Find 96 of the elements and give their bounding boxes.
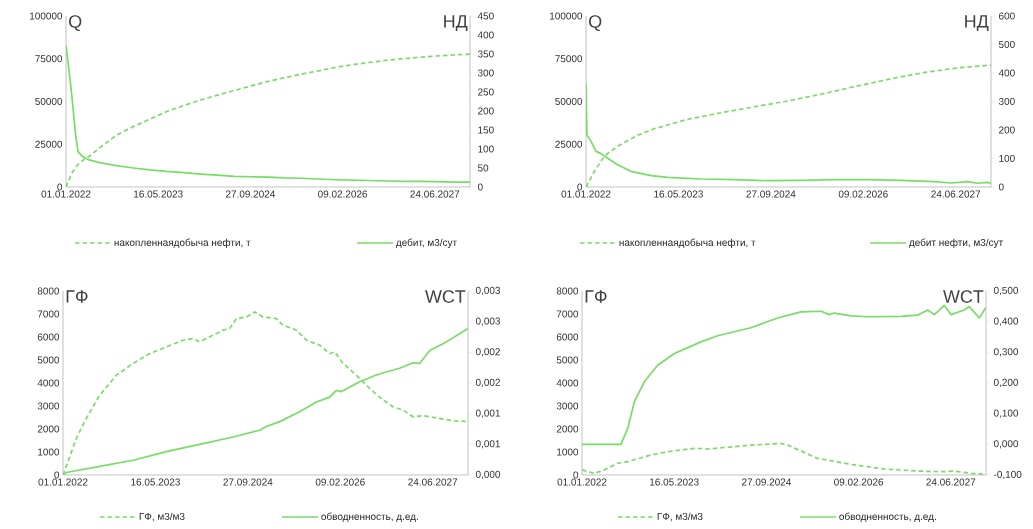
y-tick-label: 4000 bbox=[556, 379, 579, 387]
y2-tick-label: 0,000 bbox=[475, 470, 501, 480]
legend-label: обводненность, д.ед. bbox=[321, 512, 418, 522]
x-tick-label: 01.01.2022 bbox=[38, 478, 88, 486]
y-tick-label: 3000 bbox=[37, 402, 60, 410]
x-tick-label: 09.02.2026 bbox=[838, 190, 888, 198]
y2-tick-label: 0,100 bbox=[993, 409, 1019, 418]
y2-tick-label: 0,000 bbox=[993, 440, 1019, 449]
x-tick-label: 27.09.2024 bbox=[223, 478, 273, 486]
y-tick-label: 7000 bbox=[556, 310, 579, 318]
x-tick-label: 01.01.2022 bbox=[41, 190, 91, 198]
line-series bbox=[582, 304, 987, 446]
x-tick-label: 16.05.2023 bbox=[134, 190, 183, 198]
y2-tick-label: 400 bbox=[998, 69, 1015, 77]
y-tick-label: 75000 bbox=[35, 55, 63, 63]
y-tick-label: 8000 bbox=[556, 287, 579, 295]
y2-axis-title: НД bbox=[965, 15, 989, 32]
x-tick-label: 09.02.2026 bbox=[315, 478, 365, 486]
x-tick-label: 27.09.2024 bbox=[741, 478, 792, 486]
y2-tick-label: 0 bbox=[998, 183, 1004, 191]
y-tick-label: 6000 bbox=[37, 333, 60, 341]
y2-axis-title: WCT bbox=[943, 290, 984, 303]
y-tick-label: 2000 bbox=[37, 425, 60, 433]
y2-axis-title: НД bbox=[444, 15, 468, 32]
y-tick-label: 0 bbox=[577, 183, 583, 191]
y2-tick-label: 200 bbox=[999, 126, 1015, 134]
y2-tick-label: 0 bbox=[477, 183, 483, 191]
legend-label: накопленнаядобыча нефти, т bbox=[619, 238, 756, 248]
x-tick-label: 27.09.2024 bbox=[225, 190, 276, 198]
legend-label: ГФ, м3/м3 bbox=[139, 512, 185, 522]
y-tick-label: 0 bbox=[57, 183, 63, 191]
y2-tick-label: 0,002 bbox=[475, 378, 500, 388]
y-tick-label: 5000 bbox=[37, 356, 60, 364]
x-tick-label: 01.01.2022 bbox=[561, 190, 611, 198]
y-tick-label: 8000 bbox=[37, 287, 60, 295]
x-tick-label: 09.02.2026 bbox=[834, 478, 884, 486]
y2-tick-label: 450 bbox=[477, 12, 494, 20]
y2-tick-label: 200 bbox=[478, 107, 494, 115]
y-tick-label: 25000 bbox=[35, 140, 63, 148]
y2-tick-label: 0,400 bbox=[993, 317, 1019, 326]
y-axis-title: ГФ bbox=[585, 290, 607, 303]
y2-tick-label: 100 bbox=[478, 145, 494, 153]
y-tick-label: 1000 bbox=[38, 448, 60, 456]
y2-tick-label: 100 bbox=[999, 154, 1015, 163]
y2-tick-label: 0,500 bbox=[993, 286, 1019, 296]
x-tick-label: 24.06.2027 bbox=[926, 478, 976, 486]
y-tick-label: 25000 bbox=[555, 140, 583, 148]
y-tick-label: 50000 bbox=[35, 97, 63, 106]
y2-tick-label: 300 bbox=[998, 97, 1015, 106]
y2-tick-label: 0,001 bbox=[475, 409, 500, 418]
y2-tick-label: 0,003 bbox=[475, 286, 501, 296]
x-tick-label: 24.06.2027 bbox=[408, 478, 458, 486]
y-axis-title: ГФ bbox=[66, 290, 88, 303]
y2-tick-label: 0,002 bbox=[475, 348, 500, 357]
y-tick-label: 3000 bbox=[556, 402, 579, 410]
y2-tick-label: 500 bbox=[998, 40, 1015, 49]
y-tick-label: 4000 bbox=[37, 379, 60, 387]
y-tick-label: 0 bbox=[54, 471, 60, 479]
x-tick-label: 09.02.2026 bbox=[318, 190, 368, 198]
y2-tick-label: 0,001 bbox=[475, 440, 500, 449]
y-tick-label: 7000 bbox=[37, 310, 60, 318]
y2-tick-label: -0,100 bbox=[993, 470, 1022, 480]
y-tick-label: 6000 bbox=[556, 333, 579, 341]
y-axis-title: Q bbox=[69, 15, 82, 32]
y-tick-label: 100000 bbox=[550, 12, 583, 20]
y2-tick-label: 250 bbox=[478, 88, 494, 96]
legend-label: ГФ, м3/м3 bbox=[657, 512, 703, 522]
y-tick-label: 75000 bbox=[555, 55, 583, 63]
x-tick-label: 16.05.2023 bbox=[654, 190, 703, 198]
y2-tick-label: 400 bbox=[477, 31, 494, 39]
y2-tick-label: 150 bbox=[478, 126, 494, 134]
y2-axis-title: WCT bbox=[425, 290, 466, 303]
y-tick-label: 2000 bbox=[556, 425, 579, 433]
y2-tick-label: 0,200 bbox=[993, 378, 1019, 388]
x-tick-label: 16.05.2023 bbox=[131, 478, 180, 486]
y-tick-label: 5000 bbox=[556, 356, 579, 364]
y-tick-label: 0 bbox=[573, 471, 579, 479]
y2-tick-label: 50 bbox=[477, 164, 489, 172]
y-tick-label: 1000 bbox=[557, 448, 579, 456]
y-tick-label: 50000 bbox=[555, 97, 583, 106]
x-tick-label: 01.01.2022 bbox=[557, 478, 607, 486]
x-tick-label: 24.06.2027 bbox=[931, 190, 981, 198]
x-tick-label: 16.05.2023 bbox=[650, 478, 699, 486]
legend-label: обводненность, д.ед. bbox=[839, 512, 936, 522]
x-tick-label: 27.09.2024 bbox=[746, 190, 796, 198]
legend-label: дебит нефти, м3/сут bbox=[909, 238, 1003, 248]
y2-tick-label: 350 bbox=[477, 50, 494, 58]
y-tick-label: 100000 bbox=[30, 12, 63, 20]
x-tick-label: 24.06.2027 bbox=[410, 190, 460, 198]
y2-tick-label: 0,003 bbox=[475, 317, 501, 326]
legend-label: накопленнаядобыча нефти, т bbox=[114, 238, 251, 248]
y-axis-title: Q bbox=[589, 15, 602, 32]
y2-tick-label: 0,300 bbox=[993, 348, 1019, 357]
y2-tick-label: 300 bbox=[477, 69, 494, 77]
y2-tick-label: 600 bbox=[999, 12, 1015, 20]
legend-label: дебит, м3/сут bbox=[395, 238, 457, 248]
